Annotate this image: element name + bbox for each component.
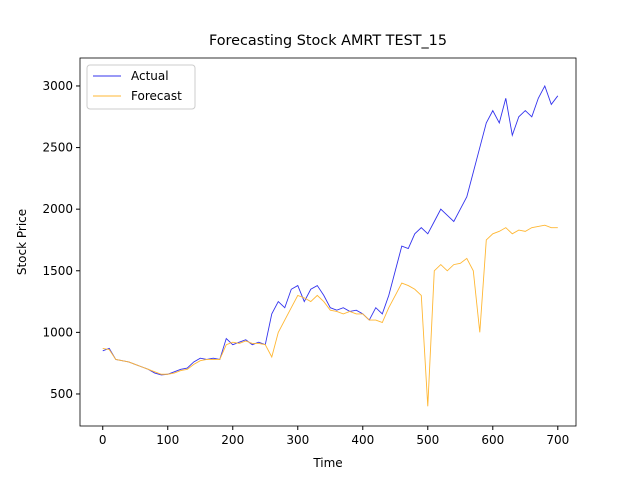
y-tick-label: 500 [50,387,73,401]
y-axis-label: Stock Price [15,209,29,275]
x-tick-label: 500 [416,433,439,447]
y-tick-label: 3000 [42,79,73,93]
y-tick-label: 2500 [42,141,73,155]
x-axis-label: Time [312,456,342,470]
plot-frame [79,57,577,427]
x-tick-label: 100 [156,433,179,447]
legend-label: Forecast [131,89,182,103]
line-series [102,84,559,376]
line-series [102,224,558,407]
x-tick-label: 300 [286,433,309,447]
y-tick-label: 2000 [42,202,73,216]
x-tick-label: 0 [99,433,107,447]
x-tick-label: 400 [351,433,374,447]
y-tick-label: 1500 [42,264,73,278]
y-tick-label: 1000 [42,325,73,339]
x-tick-label: 700 [546,433,569,447]
x-tick-label: 200 [221,433,244,447]
x-tick-label: 600 [481,433,504,447]
chart-title: Forecasting Stock AMRT TEST_15 [209,33,447,49]
legend-label: Actual [131,69,169,83]
